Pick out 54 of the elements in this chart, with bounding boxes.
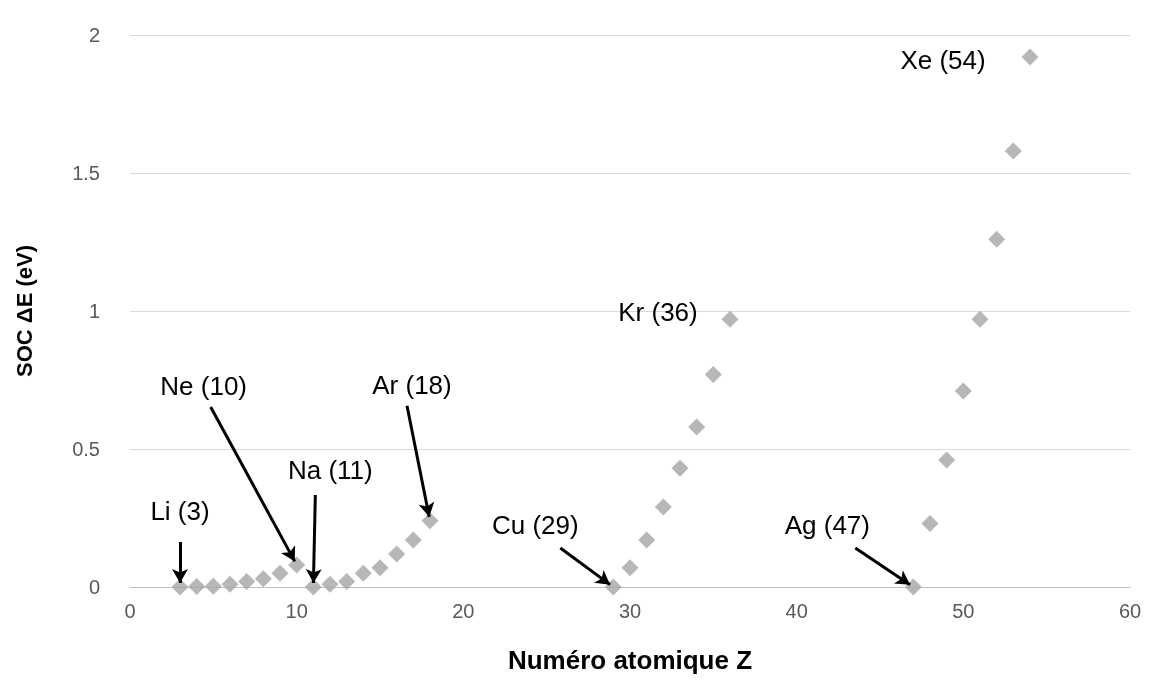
annotation: Ne (10) [160, 370, 248, 401]
point [288, 556, 306, 574]
point [204, 577, 222, 595]
point [938, 451, 956, 469]
point [388, 545, 406, 563]
annotation: Li (3) [150, 496, 210, 526]
point [954, 382, 972, 400]
point [1021, 48, 1039, 66]
annotation: Ar (18) [372, 369, 452, 400]
point [971, 310, 989, 328]
x-tick-label: 10 [285, 600, 308, 622]
point [321, 575, 339, 593]
point [621, 559, 639, 577]
point [654, 498, 672, 516]
x-tick-label: 20 [452, 600, 475, 622]
x-tick-label: 0 [124, 600, 136, 622]
point [421, 512, 439, 530]
point [688, 418, 706, 436]
x-tick-label: 30 [618, 600, 642, 622]
annotation: Na (11) [287, 455, 373, 485]
point [171, 578, 189, 596]
y-tick-label: 1.5 [72, 162, 100, 184]
y-tick-label: 1 [88, 300, 100, 322]
point [988, 230, 1006, 248]
annotation: Ag (47) [784, 510, 870, 540]
point [304, 578, 322, 596]
point [921, 515, 939, 533]
point [604, 578, 622, 596]
point [904, 578, 922, 596]
x-tick-label: 60 [1118, 600, 1142, 622]
point [238, 572, 256, 590]
x-tick-label: 40 [785, 600, 808, 622]
x-axis-title: Numéro atomique Z [507, 645, 753, 675]
y-tick-label: 2 [88, 24, 100, 46]
point [371, 559, 389, 577]
point [221, 575, 239, 593]
y-tick-label: 0.5 [72, 438, 100, 460]
point [1004, 142, 1022, 160]
point [671, 459, 689, 477]
point [188, 577, 206, 595]
point [721, 310, 739, 328]
point [638, 531, 656, 549]
x-tick-label: 50 [952, 600, 975, 622]
point [404, 531, 422, 549]
annotation: Cu (29) [491, 510, 579, 540]
annotation: Xe (54) [900, 45, 986, 76]
annotation: Kr (36) [618, 297, 698, 328]
point [254, 570, 272, 588]
y-axis-title: SOC ΔE (eV) [11, 245, 37, 377]
point [271, 564, 289, 582]
point [338, 572, 356, 590]
point [354, 564, 372, 582]
point [704, 365, 722, 383]
y-tick-label: 0 [88, 576, 100, 598]
